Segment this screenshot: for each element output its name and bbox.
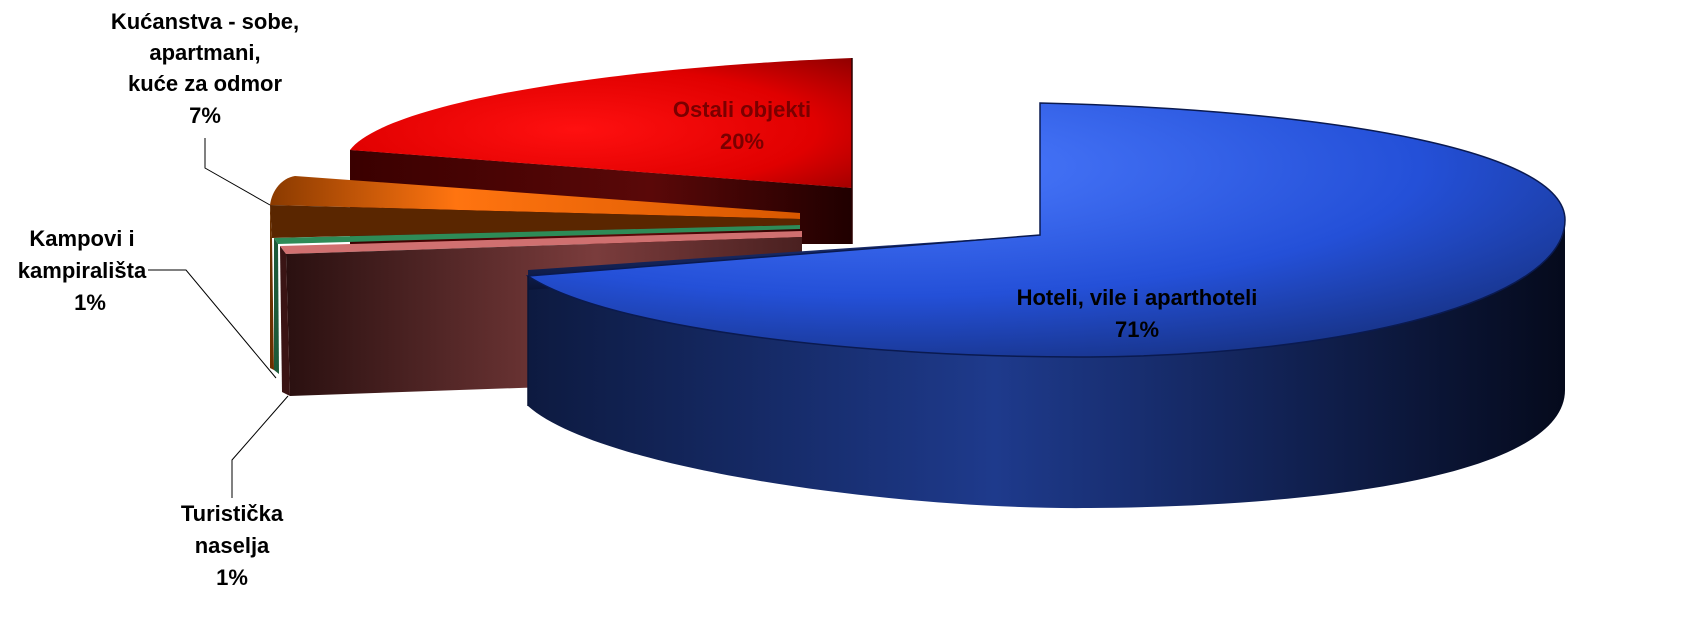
label-kucanstva-name-line2: apartmani, — [149, 40, 260, 65]
leader-kucanstva — [205, 138, 270, 205]
label-kampovi-value: 1% — [74, 290, 106, 315]
label-kampovi-name-line2: kampirališta — [18, 258, 147, 283]
label-kucanstva-name-line3: kuće za odmor — [128, 71, 282, 96]
label-hoteli-value: 71% — [1115, 317, 1159, 342]
label-turisticka-value: 1% — [216, 565, 248, 590]
label-ostali-name: Ostali objekti — [673, 97, 811, 122]
label-ostali-value: 20% — [720, 129, 764, 154]
leader-lines — [148, 138, 288, 498]
leader-kampovi — [148, 270, 276, 378]
label-kucanstva-value: 7% — [189, 103, 221, 128]
label-turisticka-name-line2: naselja — [195, 533, 270, 558]
label-kampovi-name-line1: Kampovi i — [29, 226, 134, 251]
label-kucanstva-name-line1: Kućanstva - sobe, — [111, 9, 299, 34]
label-hoteli-name: Hoteli, vile i aparthoteli — [1017, 285, 1258, 310]
leader-turisticka — [232, 396, 288, 498]
label-turisticka-name-line1: Turistička — [181, 501, 284, 526]
